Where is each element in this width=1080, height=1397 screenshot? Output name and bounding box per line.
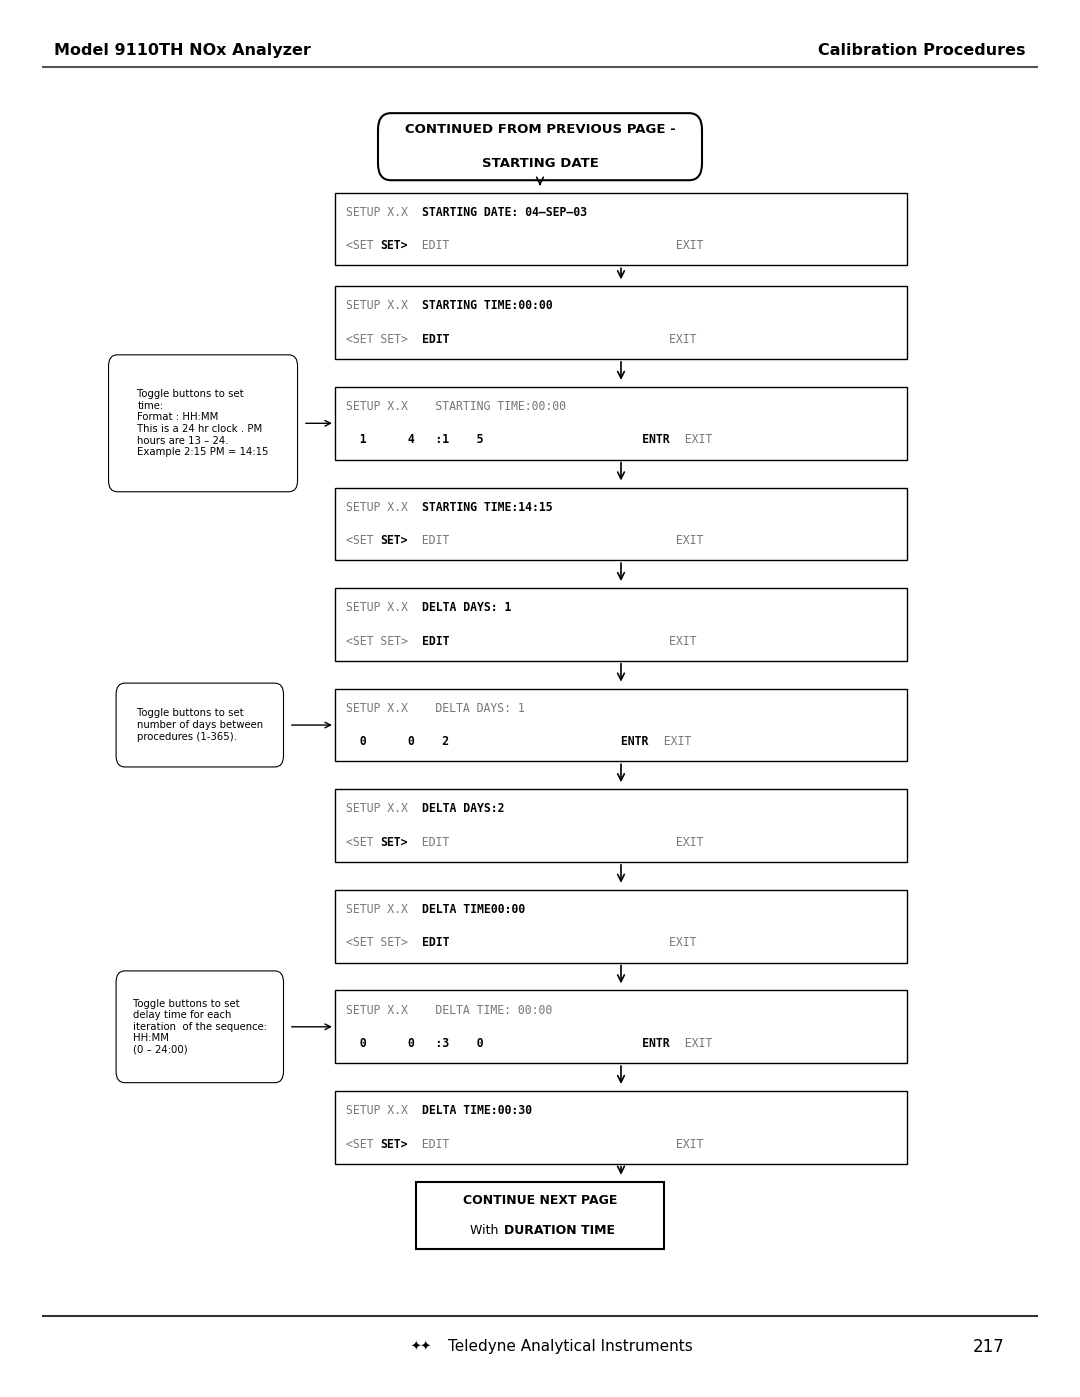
Text: SETUP X.X    DELTA TIME: 00:00: SETUP X.X DELTA TIME: 00:00 xyxy=(346,1003,552,1017)
Text: SET>: SET> xyxy=(380,835,407,849)
Text: STARTING TIME:14:15: STARTING TIME:14:15 xyxy=(421,500,552,514)
Text: EXIT: EXIT xyxy=(671,433,712,447)
Text: SET>: SET> xyxy=(380,239,407,253)
Text: SETUP X.X: SETUP X.X xyxy=(346,205,421,219)
Text: STARTING TIME:00:00: STARTING TIME:00:00 xyxy=(421,299,552,313)
Text: SETUP X.X: SETUP X.X xyxy=(346,1104,421,1118)
Text: <SET SET>: <SET SET> xyxy=(346,936,421,950)
Text: EXIT: EXIT xyxy=(449,936,697,950)
Text: EXIT: EXIT xyxy=(449,534,704,548)
Text: EDIT: EDIT xyxy=(408,534,449,548)
Text: EXIT: EXIT xyxy=(449,835,704,849)
Text: EDIT: EDIT xyxy=(408,835,449,849)
FancyBboxPatch shape xyxy=(117,683,283,767)
Text: EXIT: EXIT xyxy=(671,1037,712,1051)
Bar xyxy=(335,990,907,1063)
Text: With: With xyxy=(470,1224,502,1238)
Text: EDIT: EDIT xyxy=(421,936,449,950)
Text: SETUP X.X: SETUP X.X xyxy=(346,902,421,916)
Text: Teledyne Analytical Instruments: Teledyne Analytical Instruments xyxy=(448,1340,693,1354)
FancyBboxPatch shape xyxy=(108,355,297,492)
Text: <SET: <SET xyxy=(346,1137,380,1151)
Text: 1      4   :1    5: 1 4 :1 5 xyxy=(346,433,483,447)
Text: Calibration Procedures: Calibration Procedures xyxy=(819,43,1026,57)
Text: STARTING DATE: STARTING DATE xyxy=(482,156,598,170)
Bar xyxy=(335,286,907,359)
Text: EXIT: EXIT xyxy=(650,735,691,749)
Bar xyxy=(335,588,907,661)
Text: SETUP X.X: SETUP X.X xyxy=(346,500,421,514)
Text: CONTINUE NEXT PAGE: CONTINUE NEXT PAGE xyxy=(463,1193,617,1207)
FancyBboxPatch shape xyxy=(378,113,702,180)
Text: ENTR: ENTR xyxy=(484,1037,670,1051)
Text: <SET: <SET xyxy=(346,239,380,253)
Text: DELTA DAYS: 1: DELTA DAYS: 1 xyxy=(421,601,511,615)
Text: EDIT: EDIT xyxy=(421,634,449,648)
Text: 217: 217 xyxy=(973,1338,1004,1355)
Text: 0      0   :3    0: 0 0 :3 0 xyxy=(346,1037,483,1051)
Bar xyxy=(335,689,907,761)
Text: SETUP X.X    DELTA DAYS: 1: SETUP X.X DELTA DAYS: 1 xyxy=(346,701,525,715)
Bar xyxy=(416,1182,664,1249)
Bar xyxy=(335,1091,907,1164)
Text: EDIT: EDIT xyxy=(421,332,449,346)
FancyBboxPatch shape xyxy=(117,971,283,1083)
Text: STARTING DATE: 04–SEP–03: STARTING DATE: 04–SEP–03 xyxy=(421,205,586,219)
Bar xyxy=(335,789,907,862)
Text: SETUP X.X    STARTING TIME:00:00: SETUP X.X STARTING TIME:00:00 xyxy=(346,400,566,414)
Text: EXIT: EXIT xyxy=(449,1137,704,1151)
Text: EDIT: EDIT xyxy=(408,1137,449,1151)
Text: SETUP X.X: SETUP X.X xyxy=(346,299,421,313)
Bar xyxy=(335,387,907,460)
Text: <SET SET>: <SET SET> xyxy=(346,634,421,648)
Text: SETUP X.X: SETUP X.X xyxy=(346,601,421,615)
Bar xyxy=(335,890,907,963)
Bar xyxy=(335,193,907,265)
Text: DURATION TIME: DURATION TIME xyxy=(504,1224,616,1238)
Text: Toggle buttons to set
delay time for each
iteration  of the sequence:
HH:MM
(0 –: Toggle buttons to set delay time for eac… xyxy=(133,999,267,1055)
Text: SETUP X.X: SETUP X.X xyxy=(346,802,421,816)
Text: ENTR: ENTR xyxy=(449,735,649,749)
Text: SET>: SET> xyxy=(380,1137,407,1151)
Text: Toggle buttons to set
number of days between
procedures (1-365).: Toggle buttons to set number of days bet… xyxy=(137,708,262,742)
Text: Toggle buttons to set
time:
Format : HH:MM
This is a 24 hr clock . PM
hours are : Toggle buttons to set time: Format : HH:… xyxy=(137,390,269,457)
Text: <SET: <SET xyxy=(346,835,380,849)
Text: DELTA TIME00:00: DELTA TIME00:00 xyxy=(421,902,525,916)
Text: EDIT: EDIT xyxy=(408,239,449,253)
Text: DELTA DAYS:2: DELTA DAYS:2 xyxy=(421,802,504,816)
Text: <SET: <SET xyxy=(346,534,380,548)
Text: CONTINUED FROM PREVIOUS PAGE -: CONTINUED FROM PREVIOUS PAGE - xyxy=(405,123,675,137)
Text: <SET SET>: <SET SET> xyxy=(346,332,421,346)
Text: EXIT: EXIT xyxy=(449,634,697,648)
Text: ✦✦: ✦✦ xyxy=(410,1340,432,1354)
Text: EXIT: EXIT xyxy=(449,332,697,346)
Bar xyxy=(335,488,907,560)
Text: DELTA TIME:00:30: DELTA TIME:00:30 xyxy=(421,1104,531,1118)
Text: EXIT: EXIT xyxy=(449,239,704,253)
Text: SET>: SET> xyxy=(380,534,407,548)
Text: ENTR: ENTR xyxy=(484,433,670,447)
Text: Model 9110TH NOx Analyzer: Model 9110TH NOx Analyzer xyxy=(54,43,311,57)
Text: 0      0    2: 0 0 2 xyxy=(346,735,448,749)
